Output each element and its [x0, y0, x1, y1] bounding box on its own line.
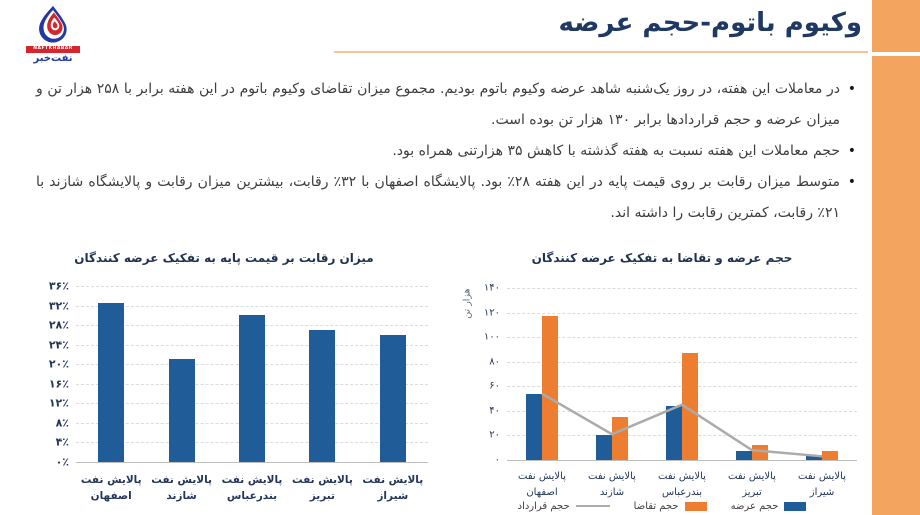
- bar-حجم عرضه-پالایش نفت شیراز: [806, 455, 822, 460]
- bar-حجم تقاضا-پالایش نفت بندرعباس: [682, 353, 698, 460]
- summary-bullet-list: در معاملات این هفته، در روز یک‌شنبه شاهد…: [36, 74, 858, 229]
- category-axis: پالایش نفت اصفهان پالایش نفت شازند پالایش …: [507, 465, 857, 509]
- flame-drop-icon: [31, 5, 75, 49]
- y-tick-label: ۰: [494, 454, 500, 466]
- y-tick-label: ۱۴۰: [483, 282, 500, 294]
- category-label-پالایش نفت بندرعباس: پالایش نفت بندرعباس: [658, 471, 706, 498]
- y-tick-label: ۱۰۰: [483, 331, 500, 343]
- category-label-پالایش نفت اصفهان: پالایش نفت اصفهان: [80, 474, 142, 503]
- competition-bar-chart: میزان رقابت بر قیمت پایه به تفکیک عرضه ک…: [12, 246, 436, 512]
- bar-حجم تقاضا-پالایش نفت تبریز: [752, 445, 768, 460]
- y-tick-label: ۳۶٪: [48, 279, 69, 293]
- legend-item-حجم قرارداد: حجم قرارداد: [518, 501, 610, 512]
- y-tick-label: ۱۲٪: [48, 396, 69, 410]
- chart-legend: حجم عرضه حجم تقاضا حجم قرارداد: [453, 498, 871, 514]
- accent-sidebar-right: [872, 56, 920, 515]
- bar-حجم تقاضا-پالایش نفت شازند: [612, 417, 628, 460]
- category-label-پالایش نفت بندرعباس: پالایش نفت بندرعباس: [221, 474, 283, 503]
- bullet-item: متوسط میزان رقابت بر روی قیمت پایه در ای…: [36, 167, 858, 229]
- legend-color-swatch: [784, 501, 807, 511]
- bullet-item: در معاملات این هفته، در روز یک‌شنبه شاهد…: [36, 74, 858, 136]
- y-tick-label: ۲۰٪: [48, 357, 69, 371]
- bar-میزان رقابت-پالایش نفت اصفهان: [98, 303, 125, 462]
- gridline: [507, 288, 857, 289]
- y-tick-label: ۲۸٪: [48, 318, 69, 332]
- y-tick-label: ۰٪: [55, 455, 69, 469]
- category-label-پالایش نفت شیراز: پالایش نفت شیراز: [798, 471, 846, 498]
- bar-حجم عرضه-پالایش نفت تبریز: [736, 451, 752, 460]
- legend-line-swatch: [575, 505, 610, 507]
- bullet-item: حجم معاملات این هفته نسبت به هفته گذشته …: [36, 136, 858, 167]
- logo-persian-text: نفت‌خبر: [33, 52, 73, 64]
- y-axis-title: هزار تن: [461, 288, 473, 319]
- supply-demand-chart: حجم عرضه و تقاضا به تفکیک عرضه کنندگان ه…: [453, 246, 871, 515]
- y-tick-label: ۱۶٪: [48, 377, 69, 391]
- chart-title: میزان رقابت بر قیمت پایه به تفکیک عرضه ک…: [74, 251, 374, 265]
- category-axis: پالایش نفت اصفهان پالایش نفت شازند پالایش …: [76, 468, 428, 512]
- bar-حجم تقاضا-پالایش نفت شیراز: [822, 451, 838, 460]
- logo-latin-text: NAFTKHABAR: [26, 46, 80, 53]
- category-label-پالایش نفت شیراز: پالایش نفت شیراز: [362, 474, 424, 503]
- category-label-پالایش نفت تبریز: پالایش نفت تبریز: [728, 471, 776, 498]
- y-tick-label: ۱۲۰: [483, 307, 500, 319]
- gridline: [76, 305, 428, 307]
- y-tick-label: ۸۰: [489, 356, 500, 368]
- legend-item-حجم عرضه: حجم عرضه: [731, 501, 807, 512]
- page-title: وکیوم باتوم-حجم عرضه: [558, 8, 862, 38]
- category-label-پالایش نفت اصفهان: پالایش نفت اصفهان: [518, 471, 566, 498]
- gridline: [507, 312, 857, 314]
- y-tick-label: ۲۴٪: [48, 338, 69, 352]
- y-tick-label: ۸٪: [55, 416, 69, 430]
- legend-item-حجم تقاضا: حجم تقاضا: [634, 501, 707, 512]
- bar-میزان رقابت-پالایش نفت شیراز: [379, 334, 406, 462]
- legend-label: حجم قرارداد: [517, 500, 570, 512]
- legend-color-swatch: [684, 501, 707, 511]
- gridline: [507, 337, 857, 339]
- bar-حجم تقاضا-پالایش نفت اصفهان: [542, 316, 558, 460]
- bar-حجم عرضه-پالایش نفت بندرعباس: [666, 405, 682, 460]
- plot-area: ۰ ۲۰ ۴۰ ۶۰ ۸۰ ۱۰۰ ۱۲۰ ۱۴۰: [484, 283, 857, 466]
- y-tick-label: ۶۰: [489, 380, 500, 392]
- plot-area: ۰٪ ۴٪ ۸٪ ۱۲٪ ۱۶٪ ۲۰٪ ۲۴٪ ۲۸٪ ۳۲٪ ۳۶٪: [49, 280, 428, 469]
- naftkhabar-logo: NAFTKHABAR نفت‌خبر: [26, 5, 80, 64]
- gridline: [76, 286, 428, 287]
- legend-label: حجم تقاضا: [633, 500, 679, 512]
- chart-title: حجم عرضه و تقاضا به تفکیک عرضه کنندگان: [531, 251, 793, 265]
- y-tick-label: ۴٪: [55, 435, 69, 449]
- y-tick-label: ۴۰: [489, 405, 500, 417]
- bar-میزان رقابت-پالایش نفت بندرعباس: [239, 315, 265, 462]
- category-label-پالایش نفت شازند: پالایش نفت شازند: [588, 471, 636, 498]
- legend-label: حجم عرضه: [730, 500, 779, 512]
- bar-حجم عرضه-پالایش نفت شازند: [596, 435, 612, 460]
- title-underline: [334, 51, 868, 53]
- bar-میزان رقابت-پالایش نفت شازند: [168, 359, 195, 462]
- bar-میزان رقابت-پالایش نفت تبریز: [309, 330, 336, 462]
- y-tick-label: ۳۲٪: [48, 299, 69, 313]
- category-label-پالایش نفت تبریز: پالایش نفت تبریز: [292, 474, 353, 503]
- y-tick-label: ۲۰: [489, 429, 500, 441]
- bar-حجم عرضه-پالایش نفت اصفهان: [526, 393, 542, 460]
- accent-block-top-right: [872, 0, 920, 52]
- category-label-پالایش نفت شازند: پالایش نفت شازند: [151, 474, 212, 503]
